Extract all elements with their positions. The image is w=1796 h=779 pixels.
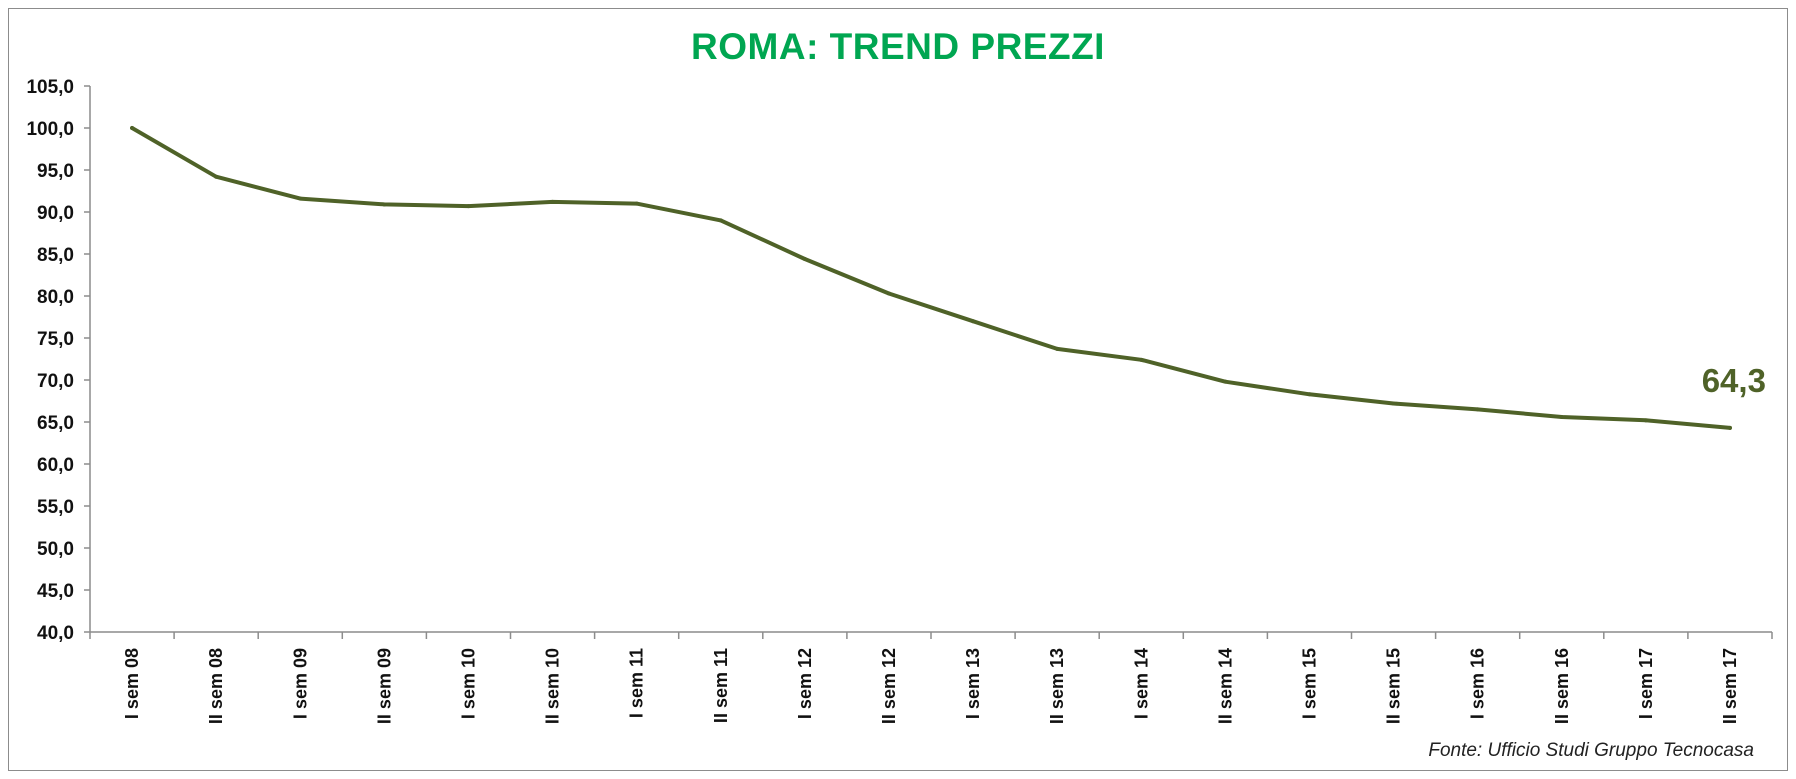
- data-point: [130, 126, 135, 130]
- y-tick-label: 50,0: [37, 539, 74, 560]
- data-point: [550, 199, 555, 204]
- data-point: [382, 202, 387, 207]
- data-point: [1475, 407, 1480, 412]
- x-tick-label: I sem 14: [1131, 648, 1151, 719]
- y-tick-label: 80,0: [37, 287, 74, 308]
- y-tick-label: 85,0: [37, 245, 74, 266]
- y-tick-label: 100,0: [26, 119, 74, 140]
- data-point: [634, 201, 639, 206]
- data-point: [1055, 346, 1060, 351]
- x-tick-label: I sem 16: [1468, 648, 1488, 719]
- chart-title: ROMA: TREND PREZZI: [691, 26, 1105, 67]
- y-tick-label: 70,0: [37, 371, 74, 392]
- x-tick-label: II sem 14: [1215, 648, 1235, 724]
- x-tick-label: II sem 09: [374, 648, 394, 724]
- y-tick-label: 75,0: [37, 329, 74, 350]
- x-tick-label: I sem 15: [1299, 648, 1319, 719]
- x-tick-label: I sem 09: [290, 648, 310, 719]
- data-point: [1139, 357, 1144, 362]
- chart-frame: [8, 8, 1788, 771]
- x-tick-label: I sem 17: [1636, 648, 1656, 719]
- x-tick-label: I sem 11: [627, 648, 647, 718]
- y-axis: 40,0 45,0 50,0 55,0 60,0 65,0 70,0 75,0 80,0 85,0…: [26, 77, 91, 644]
- x-tick-label: I sem 08: [122, 648, 142, 719]
- data-point: [298, 196, 303, 201]
- series-line: [130, 126, 1732, 430]
- x-tick-label: II sem 11: [711, 648, 731, 723]
- x-axis: I sem 08 II sem 08 I sem 09 II sem 09 I sem …: [89, 631, 1773, 724]
- y-tick-label: 55,0: [37, 497, 74, 518]
- data-point: [466, 204, 471, 209]
- data-point: [1223, 379, 1228, 384]
- x-tick-label: II sem 08: [206, 648, 226, 724]
- data-point: [802, 257, 807, 262]
- y-tick-label: 95,0: [37, 161, 74, 182]
- data-point: [971, 319, 976, 324]
- data-point: [1391, 401, 1396, 406]
- y-tick-label: 45,0: [37, 581, 74, 602]
- x-tick-label: II sem 13: [1047, 648, 1067, 724]
- x-tick-label: II sem 16: [1552, 648, 1572, 724]
- y-tick-label: 40,0: [37, 623, 74, 644]
- x-tick-label: II sem 12: [879, 648, 899, 724]
- data-label-last: 64,3: [1702, 362, 1766, 399]
- y-tick-label: 105,0: [26, 77, 74, 98]
- x-tick-label: II sem 15: [1384, 648, 1404, 724]
- y-tick-label: 60,0: [37, 455, 74, 476]
- data-point: [1307, 392, 1312, 397]
- data-point: [1559, 414, 1564, 419]
- y-tick-label: 65,0: [37, 413, 74, 434]
- series-layer: [130, 126, 1732, 430]
- data-point: [718, 218, 723, 223]
- data-point: [886, 291, 891, 296]
- x-tick-label: I sem 12: [795, 648, 815, 719]
- x-tick-label: I sem 10: [458, 648, 478, 719]
- y-tick-label: 90,0: [37, 203, 74, 224]
- data-point: [1643, 418, 1648, 423]
- x-tick-label: I sem 13: [963, 648, 983, 719]
- source-note: Fonte: Ufficio Studi Gruppo Tecnocasa: [1428, 740, 1754, 761]
- x-tick-label: II sem 10: [543, 648, 563, 724]
- data-point: [1727, 425, 1732, 430]
- data-point: [214, 174, 219, 179]
- x-tick-label: II sem 17: [1720, 648, 1740, 724]
